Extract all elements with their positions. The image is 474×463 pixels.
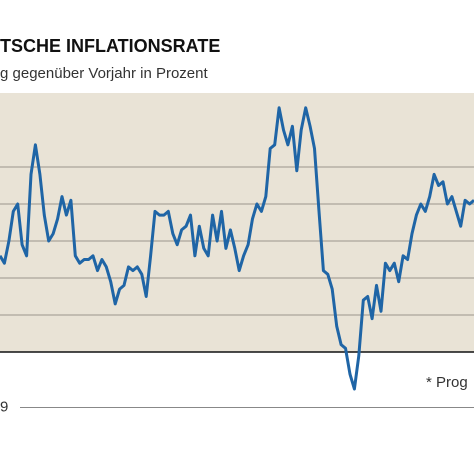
chart-title: TSCHE INFLATIONSRATE [0, 36, 220, 56]
chart-subtitle: g gegenüber Vorjahr in Prozent [0, 65, 208, 82]
annotation: * Prog [426, 374, 468, 391]
plot-background [0, 93, 474, 352]
x-tick-label: 9 [0, 398, 8, 415]
line-series [0, 106, 474, 391]
